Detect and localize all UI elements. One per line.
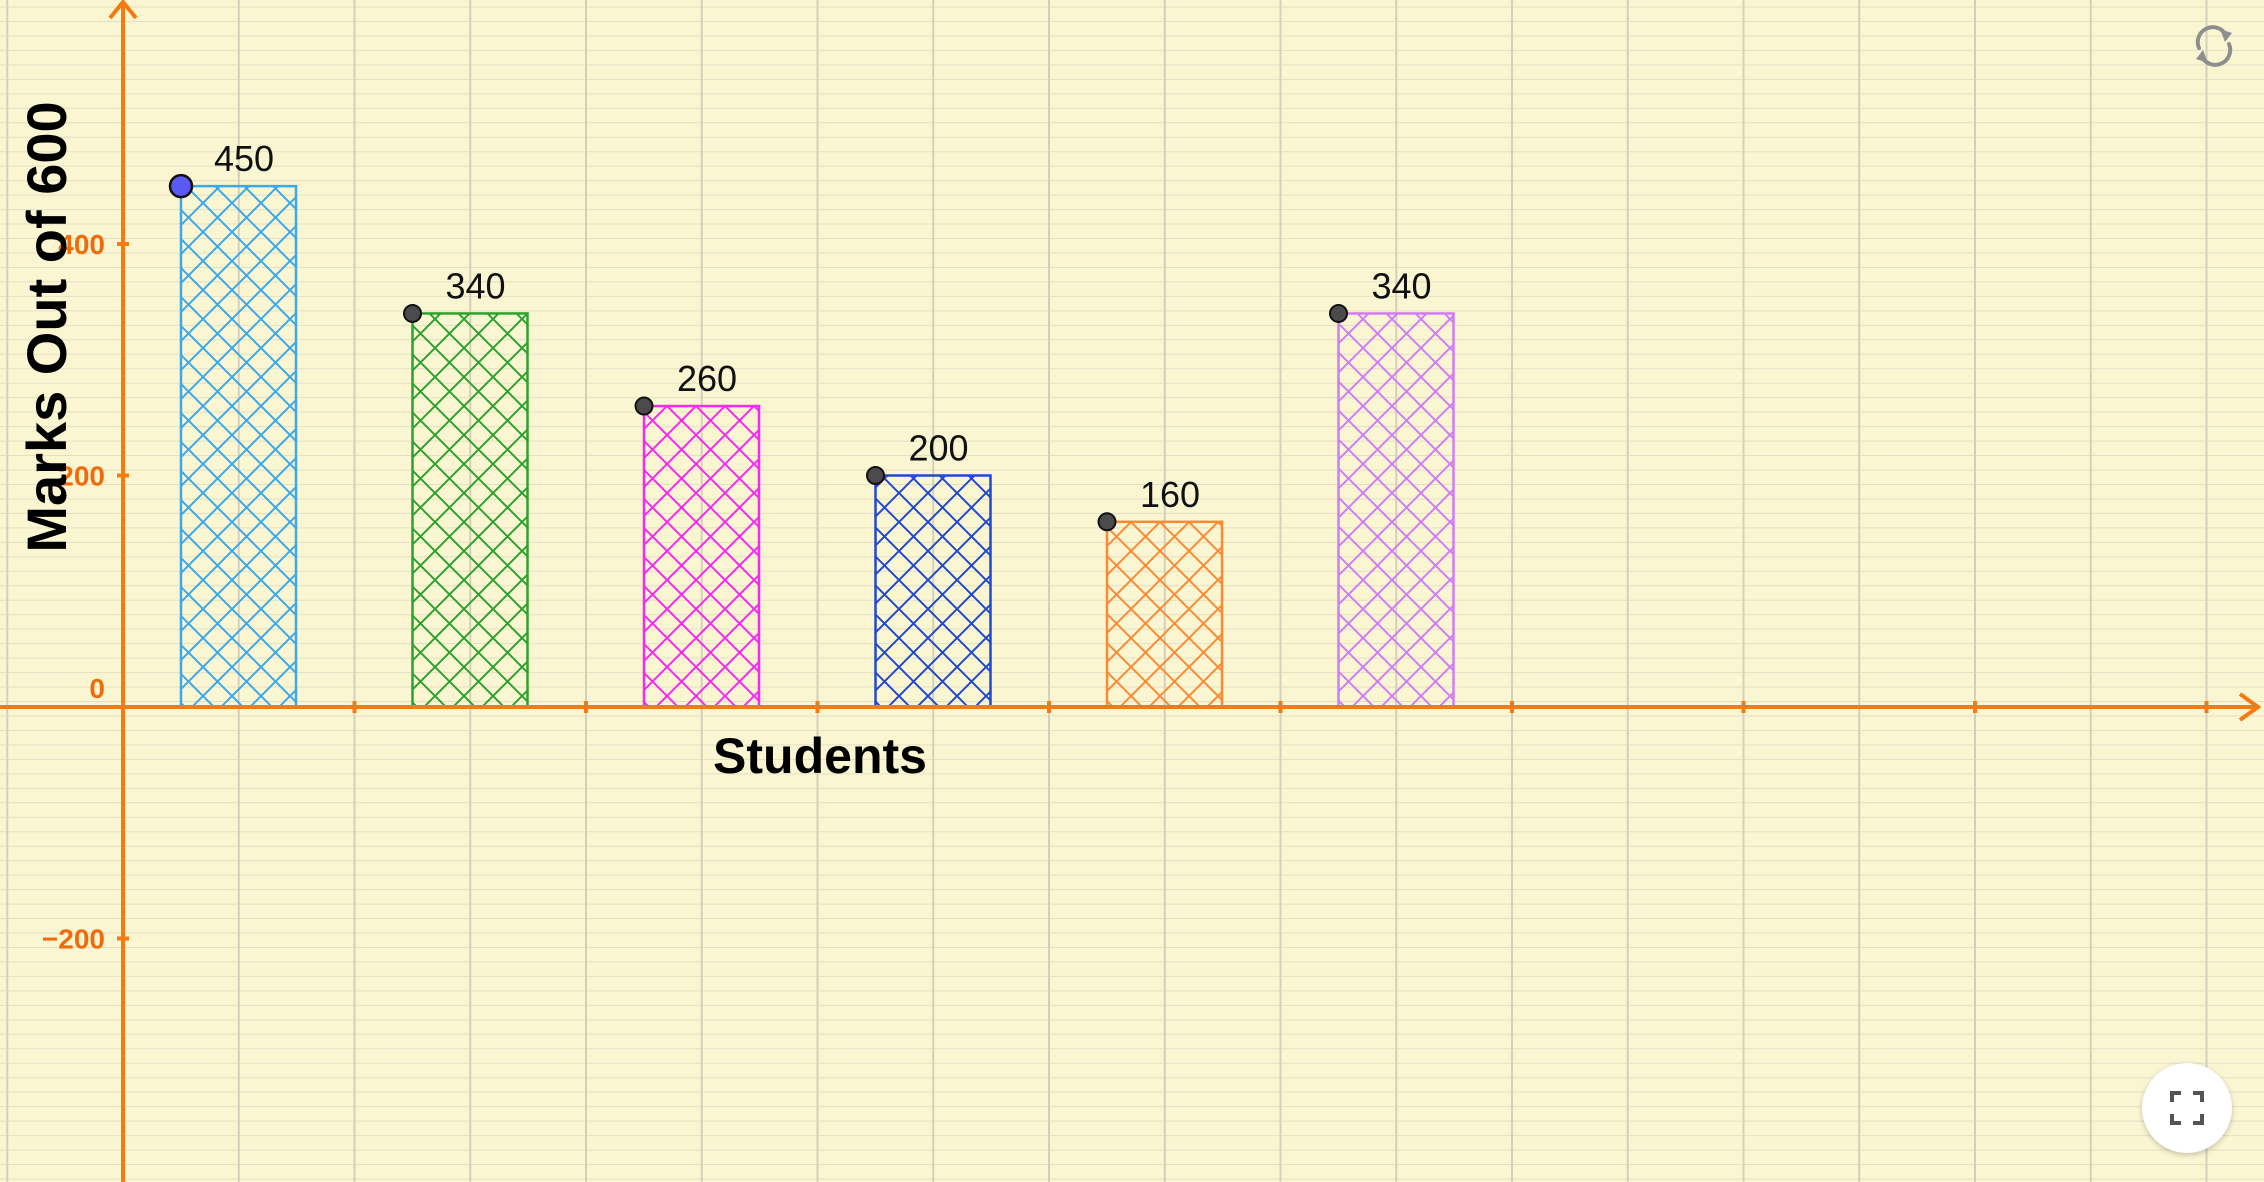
bars [179,184,1455,709]
point[interactable] [1097,512,1117,532]
fullscreen-icon [2170,1091,2204,1125]
reset-button[interactable] [2186,18,2242,74]
point[interactable] [1329,303,1348,323]
bar-1 [179,184,298,709]
point[interactable] [403,303,422,323]
tick-labels: −200 0 200 400 [42,229,129,955]
data-label: 450 [214,138,274,179]
point[interactable] [866,466,885,485]
bar-5 [1105,520,1224,709]
bar-3 [642,404,761,709]
bar-6 [1337,312,1455,709]
y-tick-label: 200 [58,461,105,492]
y-axis-arrow [108,0,138,20]
y-tick-label: −200 [42,924,105,955]
bar-4 [874,474,992,709]
y-axis-label: Marks Out of 600 [15,101,78,552]
data-label: 260 [677,358,737,399]
data-labels: 450 340 260 200 160 340 [214,138,1432,515]
y-tick-label: 0 [89,673,105,704]
data-label: 160 [1140,474,1200,515]
data-label: 340 [1372,265,1432,306]
x-axis-arrow [2238,692,2262,722]
data-label: 200 [909,428,969,469]
x-axis-label: Students [713,728,927,784]
fullscreen-button[interactable] [2142,1063,2232,1153]
refresh-icon [2195,25,2233,67]
bar-2 [411,312,529,709]
data-label: 340 [446,265,506,306]
selected-point[interactable] [168,173,194,199]
y-tick-label: 400 [58,229,105,260]
point[interactable] [634,396,654,416]
points [168,173,1348,532]
